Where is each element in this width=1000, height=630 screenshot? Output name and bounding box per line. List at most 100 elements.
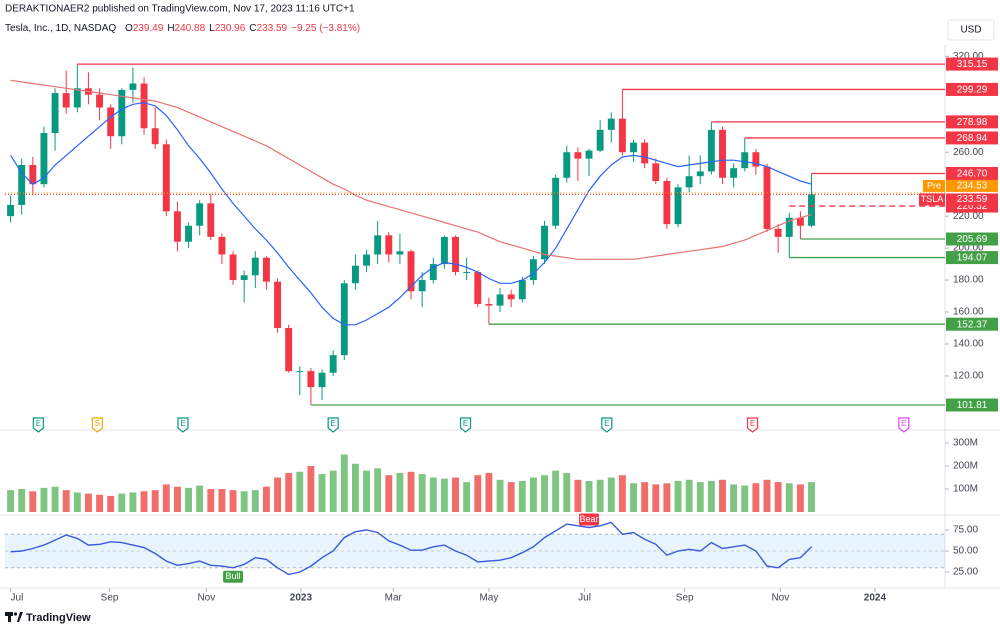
candle-body: [218, 236, 226, 255]
currency-box[interactable]: [947, 19, 995, 41]
event-label: E: [901, 419, 906, 428]
volume-bar: [407, 471, 415, 512]
level-label-box: [946, 131, 998, 145]
candle-body: [29, 165, 37, 185]
signal-box: [579, 513, 600, 526]
premarket-name-box: [923, 179, 945, 192]
volume-bar: [7, 490, 15, 512]
candle-body: [73, 88, 81, 108]
candle-body: [318, 372, 326, 388]
level-label-box: [946, 317, 998, 331]
y-tick-label: 260.00: [953, 147, 984, 158]
candle-body: [207, 203, 215, 237]
event-label: E: [36, 419, 41, 428]
event-badge[interactable]: [459, 417, 472, 433]
candle-body: [7, 204, 15, 217]
level-label-box: [946, 115, 998, 129]
event-badge[interactable]: [601, 417, 613, 433]
y-tick-label: 320.00: [953, 51, 984, 62]
candle-body: [407, 251, 415, 292]
ohlc-value: 233.59: [257, 23, 288, 34]
candle-body: [140, 83, 148, 129]
event-badge[interactable]: [327, 417, 339, 433]
signal-box: [223, 570, 244, 583]
candle-body: [129, 83, 137, 90]
candle-body: [607, 118, 615, 130]
rsi-line: [10, 521, 812, 576]
candle-body: [363, 254, 370, 266]
candle-body: [774, 228, 782, 237]
volume-bar: [363, 470, 370, 512]
event-badge[interactable]: [898, 417, 910, 433]
volume-bar: [641, 482, 649, 512]
volume-bar: [185, 487, 192, 512]
volume-bar: [552, 470, 560, 512]
premarket-name: Pre: [927, 180, 941, 190]
volume-bar: [207, 489, 215, 512]
volume-bar: [808, 482, 815, 512]
volume-bar: [29, 491, 37, 512]
candle-body: [674, 187, 682, 225]
volume-bar: [618, 475, 626, 512]
volume-bar: [374, 468, 382, 512]
volume-bar: [685, 479, 693, 512]
candle-body: [351, 265, 359, 284]
volume-bar: [596, 479, 604, 512]
volume-bar: [151, 490, 159, 512]
candle-body: [151, 128, 159, 145]
candle-body: [229, 254, 237, 281]
event-label: E: [180, 419, 185, 428]
volume-bar: [18, 489, 26, 512]
volume-bar: [440, 478, 448, 512]
candle-body: [285, 327, 293, 372]
level-label: 246.70: [957, 169, 988, 180]
x-tick-label: Jul: [11, 593, 24, 604]
ohlc-key: O: [125, 23, 133, 34]
volume-bar: [541, 475, 548, 512]
candle-body: [552, 177, 560, 226]
y-tick-label: 300M: [953, 438, 978, 449]
x-tick-label: Sep: [101, 593, 119, 604]
y-tick-label: 140.00: [953, 339, 984, 350]
y-tick-label: 200M: [953, 461, 978, 472]
volume-bar: [563, 472, 571, 512]
candle-body: [240, 275, 248, 281]
event-badge[interactable]: [91, 417, 103, 433]
volume-bar: [329, 470, 337, 512]
candle-body: [496, 294, 504, 306]
y-tick-label: 220.00: [953, 211, 984, 222]
volume-bar: [719, 479, 726, 512]
volume-bar: [474, 475, 482, 512]
volume-bar: [307, 466, 315, 512]
volume-bar: [585, 480, 593, 512]
candle-body: [618, 118, 626, 153]
event-badge[interactable]: [177, 417, 189, 433]
candle-body: [262, 257, 270, 282]
volume-bar: [496, 479, 504, 512]
signal-label: Bear: [580, 514, 599, 524]
event-label: E: [604, 419, 609, 428]
premarket-value: 234.53: [957, 181, 988, 192]
volume-bar: [62, 490, 70, 512]
candle-body: [329, 355, 337, 373]
candle-body: [652, 163, 660, 181]
y-tick-label: 180.00: [953, 275, 984, 286]
volume-bar: [107, 495, 115, 512]
moving-average: [10, 102, 812, 326]
volume-bar: [240, 491, 248, 512]
candle-body: [463, 272, 471, 274]
candle-body: [107, 107, 115, 137]
x-tick-label: Mar: [385, 593, 403, 604]
y-tick-label: 200.00: [953, 243, 984, 254]
volume-bar: [607, 477, 615, 512]
currency[interactable]: USD: [960, 25, 981, 36]
candle-body: [185, 225, 192, 242]
volume-bar: [507, 482, 515, 512]
candle-body: [474, 272, 482, 305]
candle-body: [696, 171, 704, 177]
volume-bar: [429, 477, 437, 512]
event-badge[interactable]: [746, 417, 759, 433]
event-badge[interactable]: [32, 417, 44, 433]
y-tick-label: 25.00: [953, 567, 978, 578]
ohlc-key: C: [249, 23, 256, 34]
